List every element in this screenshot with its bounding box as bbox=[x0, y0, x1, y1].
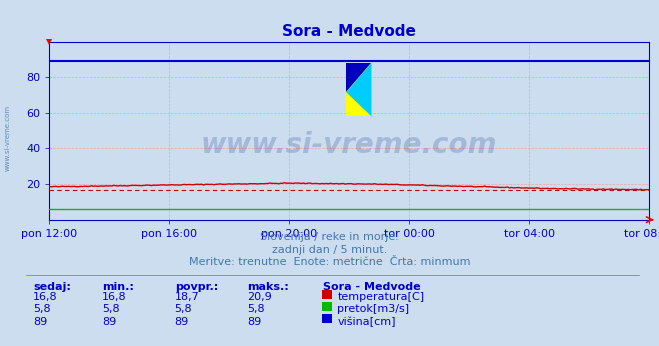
Text: 5,8: 5,8 bbox=[247, 304, 265, 315]
Text: 89: 89 bbox=[247, 317, 262, 327]
Text: 5,8: 5,8 bbox=[33, 304, 51, 315]
Text: 20,9: 20,9 bbox=[247, 292, 272, 302]
Text: www.si-vreme.com: www.si-vreme.com bbox=[5, 105, 11, 172]
Polygon shape bbox=[346, 63, 372, 92]
Text: višina[cm]: višina[cm] bbox=[337, 317, 396, 327]
Text: 5,8: 5,8 bbox=[175, 304, 192, 315]
Text: 89: 89 bbox=[102, 317, 117, 327]
Text: povpr.:: povpr.: bbox=[175, 282, 218, 292]
Text: maks.:: maks.: bbox=[247, 282, 289, 292]
Text: 18,7: 18,7 bbox=[175, 292, 200, 302]
Text: Meritve: trenutne  Enote: metrične  Črta: minmum: Meritve: trenutne Enote: metrične Črta: … bbox=[188, 257, 471, 267]
Text: pretok[m3/s]: pretok[m3/s] bbox=[337, 304, 409, 315]
Text: zadnji dan / 5 minut.: zadnji dan / 5 minut. bbox=[272, 245, 387, 255]
Title: Sora - Medvode: Sora - Medvode bbox=[282, 24, 416, 39]
Text: 89: 89 bbox=[33, 317, 47, 327]
Text: 89: 89 bbox=[175, 317, 189, 327]
Text: 16,8: 16,8 bbox=[33, 292, 57, 302]
Text: Slovenija / reke in morje.: Slovenija / reke in morje. bbox=[260, 233, 399, 243]
Text: sedaj:: sedaj: bbox=[33, 282, 71, 292]
Text: www.si-vreme.com: www.si-vreme.com bbox=[201, 131, 498, 159]
Polygon shape bbox=[346, 63, 372, 116]
Text: 16,8: 16,8 bbox=[102, 292, 127, 302]
Text: 5,8: 5,8 bbox=[102, 304, 120, 315]
Text: Sora - Medvode: Sora - Medvode bbox=[323, 282, 420, 292]
Text: min.:: min.: bbox=[102, 282, 134, 292]
Text: temperatura[C]: temperatura[C] bbox=[337, 292, 424, 302]
Bar bbox=[346, 63, 372, 116]
